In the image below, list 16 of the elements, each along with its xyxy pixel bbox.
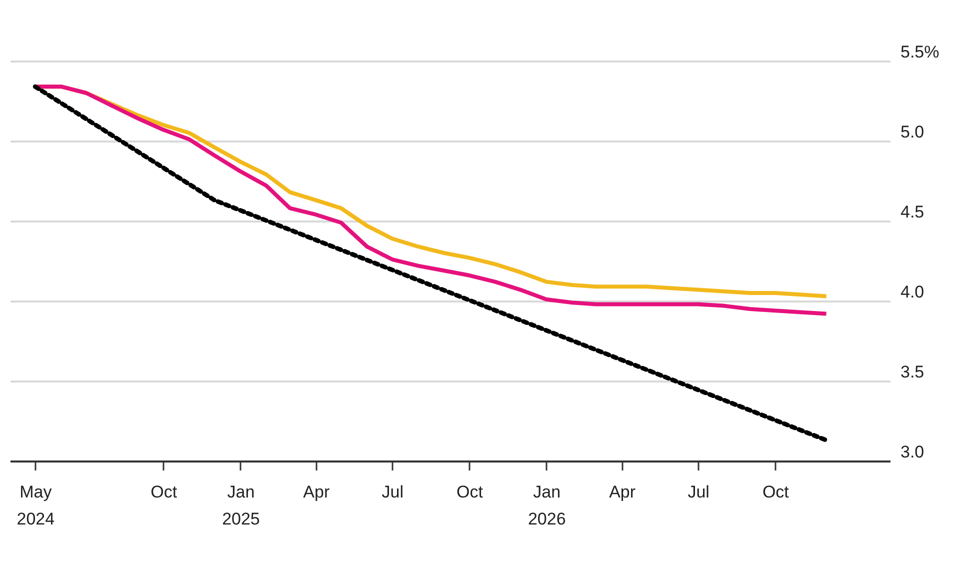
y-tick-label: 3.5: [900, 362, 924, 382]
x-tick-label: Jan 2025: [222, 482, 260, 528]
x-tick-label: May 2024: [16, 482, 55, 528]
x-tick-label: Jan 2026: [528, 482, 566, 528]
x-tick-label: Oct: [456, 482, 484, 502]
x-tick-label: Apr: [609, 482, 636, 502]
x-tick-label: Jul: [688, 482, 710, 502]
x-tick-label: Oct: [150, 482, 178, 502]
x-tick-label: Oct: [762, 482, 790, 502]
y-tick-label: 4.5: [900, 202, 924, 222]
x-tick-label: Apr: [303, 482, 330, 502]
y-tick-label: 5.0: [900, 122, 924, 142]
y-tick-label: 3.0: [900, 442, 924, 462]
y-tick-label: 5.5%: [900, 42, 940, 62]
x-tick-label: Jul: [382, 482, 404, 502]
y-tick-label: 4.0: [900, 282, 924, 302]
